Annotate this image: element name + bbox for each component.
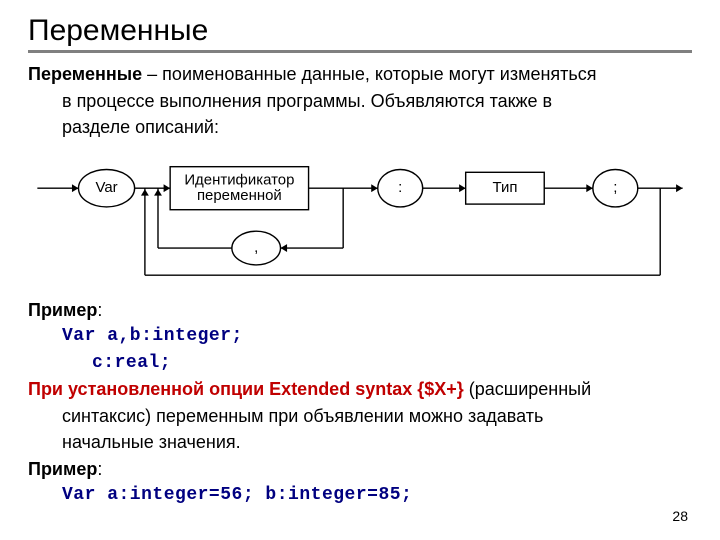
svg-text::: : [398,179,402,196]
svg-text:,: , [254,239,258,256]
svg-text:Идентификатор: Идентификатор [184,171,294,188]
intro-lead: Переменные [28,64,142,84]
intro-rest1: – поименованные данные, которые могут из… [142,64,596,84]
example2-colon: : [97,459,102,479]
ext-rest3: начальные значения. [28,431,692,454]
body: Переменные – поименованные данные, котор… [28,63,692,139]
svg-text:переменной: переменной [197,187,282,204]
svg-text:;: ; [613,179,617,196]
example2-label: Пример [28,459,97,479]
ext-rest1: (расширенный [464,379,591,399]
page-number: 28 [672,508,688,524]
example2-line1: Var a:integer=56; b:integer=85; [28,484,692,507]
slide-title: Переменные [28,14,692,53]
example1-line1: Var a,b:integer; [28,325,692,348]
intro-rest3: разделе описаний: [28,116,692,139]
svg-text:Var: Var [95,179,117,196]
ext-lead: При установленной опции Extended syntax … [28,379,464,399]
svg-text:Тип: Тип [492,179,517,196]
example1-block: Пример: Var a,b:integer; c:real; При уст… [28,299,692,507]
example1-colon: : [97,300,102,320]
intro-rest2: в процессе выполнения программы. Объявля… [28,90,692,113]
ext-rest2: синтаксис) переменным при объявлении мож… [28,405,692,428]
syntax-diagram: Var Идентификаторпеременной: Тип;, [28,147,692,293]
example1-label: Пример [28,300,97,320]
example1-line2: c:real; [28,352,692,375]
